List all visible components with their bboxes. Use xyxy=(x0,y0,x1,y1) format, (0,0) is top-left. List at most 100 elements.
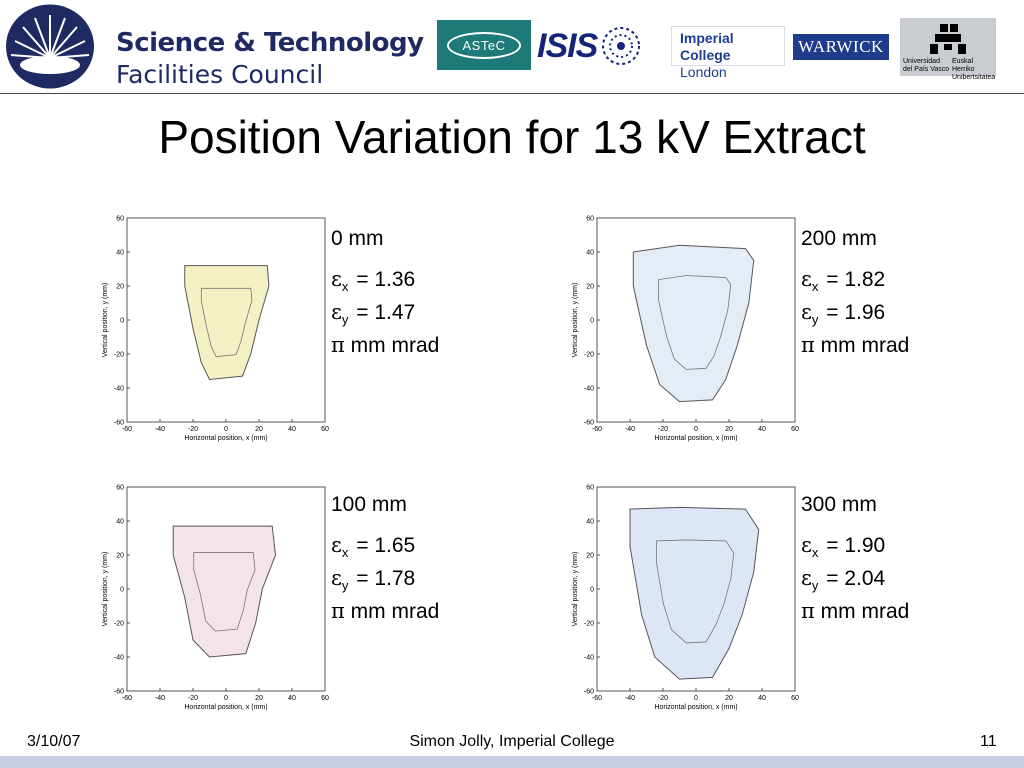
astec-logo-text: ASTeC xyxy=(446,31,522,59)
x-tick-label: 20 xyxy=(725,695,733,702)
upv-ehu-logo: Universidad del País Vasco Euskal Herrik… xyxy=(900,18,996,81)
y-axis-label: Vertical position, y (mm) xyxy=(572,283,579,358)
epsilon-symbol: ε xyxy=(801,300,812,324)
beam-profile xyxy=(184,265,270,381)
y-tick-label: 40 xyxy=(116,250,124,257)
emittance-x-value: 1.82 xyxy=(844,268,886,291)
x-axis-label: Horizontal position, x (mm) xyxy=(184,435,267,442)
upv-text-spanish: Universidad del País Vasco xyxy=(903,58,949,74)
y-tick-label: 0 xyxy=(120,587,124,594)
emittance-y-value: 1.78 xyxy=(374,567,416,590)
epsilon-symbol: ε xyxy=(331,566,342,590)
epsilon-symbol: ε xyxy=(801,566,812,590)
header-divider xyxy=(0,93,1024,94)
isis-logo-text: ISIS xyxy=(537,26,598,65)
upv-emblem-icon xyxy=(930,24,966,54)
y-tick-label: 60 xyxy=(586,216,594,223)
x-axis-label: Horizontal position, x (mm) xyxy=(654,435,737,442)
label-200mm: 200 mm εx = 1.82 εy = 1.96 π mm mrad xyxy=(801,224,909,361)
x-tick-label: -40 xyxy=(625,426,635,433)
y-tick-label: 60 xyxy=(116,485,124,492)
emittance-units: π mm mrad xyxy=(801,330,909,361)
stfc-line-1: Science & Technology xyxy=(116,28,424,58)
imperial-logo-line-2: London xyxy=(680,64,727,80)
x-tick-label: 60 xyxy=(321,426,329,433)
position-label: 100 mm xyxy=(331,493,407,516)
label-300mm: 300 mm εx = 1.90 εy = 2.04 π mm mrad xyxy=(801,490,909,627)
emittance-x-value: 1.90 xyxy=(844,534,886,557)
units-text: mm mrad xyxy=(350,600,440,623)
y-tick-label: 40 xyxy=(586,519,594,526)
y-tick-label: -60 xyxy=(114,420,124,427)
plot-100mm: -60 -40 -20 0 20 40 60 60 40 20 0 -20 -40 -60 Horizont… xyxy=(97,481,337,716)
x-tick-label: 0 xyxy=(224,695,228,702)
x-tick-label: -60 xyxy=(592,695,602,702)
y-tick-label: 40 xyxy=(586,250,594,257)
x-tick-label: -20 xyxy=(188,426,198,433)
beam-contour xyxy=(656,539,735,644)
beam-profile xyxy=(629,506,760,680)
x-tick-label: -40 xyxy=(155,426,165,433)
y-axis-label: Vertical position, y (mm) xyxy=(572,552,579,627)
units-text: mm mrad xyxy=(350,334,440,357)
emittance-units: π mm mrad xyxy=(801,596,909,627)
y-tick-label: 0 xyxy=(590,587,594,594)
plot-300mm: -60 -40 -20 0 20 40 60 60 40 20 0 -20 -40 -60 Horizont… xyxy=(567,481,807,716)
stfc-emblem-icon xyxy=(6,4,94,89)
y-tick-label: -40 xyxy=(114,386,124,393)
header-logos: Science & Technology Facilities Council … xyxy=(0,0,1024,93)
emittance-y: εy = 1.96 xyxy=(801,300,886,327)
y-tick-label: -60 xyxy=(584,420,594,427)
upv-text-spanish-2: del País Vasco xyxy=(903,66,950,73)
x-tick-label: 40 xyxy=(288,695,296,702)
pi-symbol: π xyxy=(801,333,815,357)
imperial-college-logo: Imperial College London xyxy=(671,26,785,80)
pi-symbol: π xyxy=(801,599,815,623)
emittance-x: εx = 1.65 xyxy=(331,533,416,560)
x-tick-label: 20 xyxy=(255,695,263,702)
beam-contour xyxy=(193,552,256,632)
epsilon-symbol: ε xyxy=(801,267,812,291)
x-tick-label: -20 xyxy=(658,695,668,702)
emittance-x: εx = 1.36 xyxy=(331,267,416,294)
y-tick-label: -20 xyxy=(584,621,594,628)
x-tick-label: 0 xyxy=(694,695,698,702)
x-tick-label: -60 xyxy=(592,426,602,433)
emittance-y: εy = 2.04 xyxy=(801,566,886,593)
y-tick-label: 60 xyxy=(116,216,124,223)
emittance-y-value: 1.96 xyxy=(844,301,886,324)
upv-text-basque-2: Unibertsitatea xyxy=(952,74,996,81)
position-label: 300 mm xyxy=(801,493,877,516)
plot-200mm: -60 -40 -20 0 20 40 60 60 40 20 0 -20 -40 -60 Horizont… xyxy=(567,212,807,447)
emittance-x: εx = 1.82 xyxy=(801,267,886,294)
astec-logo: ASTeC xyxy=(437,20,531,70)
warwick-logo: WARWICK xyxy=(793,34,889,60)
y-tick-label: 20 xyxy=(116,284,124,291)
x-tick-label: -40 xyxy=(155,695,165,702)
slide-title: Position Variation for 13 kV Extract xyxy=(158,111,866,163)
units-text: mm mrad xyxy=(820,334,910,357)
y-tick-label: 20 xyxy=(586,553,594,560)
x-tick-label: -60 xyxy=(122,695,132,702)
y-tick-label: 40 xyxy=(116,519,124,526)
x-tick-label: -20 xyxy=(658,426,668,433)
y-tick-label: -40 xyxy=(584,655,594,662)
epsilon-symbol: ε xyxy=(331,533,342,557)
x-tick-label: 0 xyxy=(224,426,228,433)
epsilon-symbol: ε xyxy=(331,300,342,324)
emittance-y: εy = 1.78 xyxy=(331,566,416,593)
y-tick-label: -20 xyxy=(114,621,124,628)
x-tick-label: 40 xyxy=(758,695,766,702)
emittance-units: π mm mrad xyxy=(331,330,439,361)
beam-profile xyxy=(172,525,277,658)
x-axis-label: Horizontal position, x (mm) xyxy=(654,704,737,711)
label-0mm: 0 mm εx = 1.36 εy = 1.47 π mm mrad xyxy=(331,224,439,361)
pi-symbol: π xyxy=(331,333,345,357)
upv-text-basque: Euskal Herriko Unibertsitatea xyxy=(952,58,996,82)
plot-0mm: -60 -40 -20 0 20 40 60 60 40 20 0 -20 -40 -60 Horizont… xyxy=(97,212,337,447)
units-text: mm mrad xyxy=(820,600,910,623)
y-tick-label: -60 xyxy=(584,689,594,696)
emittance-units: π mm mrad xyxy=(331,596,439,627)
x-tick-label: 60 xyxy=(791,695,799,702)
stfc-wordmark: Science & Technology Facilities Council xyxy=(116,28,424,90)
